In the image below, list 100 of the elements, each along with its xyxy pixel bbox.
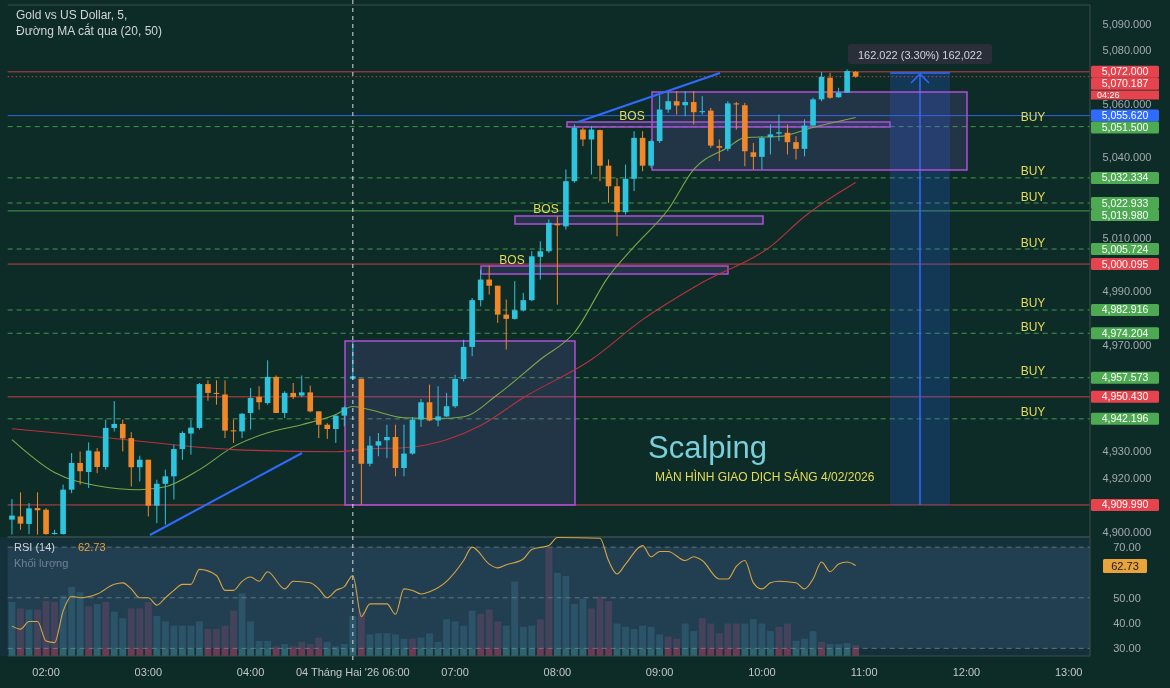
bar (213, 629, 220, 656)
x-tick-label: 07:00 (441, 666, 469, 678)
candlestick (767, 124, 774, 155)
candlestick (256, 385, 262, 411)
y-tick-label: 4,930.000 (1102, 445, 1152, 458)
candlestick (716, 138, 723, 162)
ref-line-label: 5,022.933 (1101, 196, 1149, 209)
bar (178, 625, 186, 656)
x-tick-label: 03:00 (134, 666, 163, 678)
candlestick (793, 135, 799, 161)
bar (247, 621, 254, 656)
bar (392, 634, 399, 656)
bar (605, 600, 612, 656)
candlestick (690, 90, 697, 125)
candlestick (750, 142, 757, 170)
candlestick (384, 424, 390, 459)
chart-title: RSI (14) (14, 541, 55, 553)
candlestick (486, 265, 493, 296)
annotation: Scalping (648, 430, 767, 465)
candlestick (665, 92, 671, 114)
bar (196, 621, 203, 656)
annotation: 62.73 (78, 541, 106, 553)
y-tick-label: 4,900.000 (1102, 525, 1152, 538)
bar (477, 613, 485, 656)
bar (571, 604, 578, 656)
ref-line-label: 5,072.000 (1101, 65, 1149, 78)
text: 62.73 (1111, 560, 1139, 572)
candlestick (699, 95, 706, 116)
candlestick (418, 398, 424, 428)
bar (588, 608, 595, 656)
bar (622, 626, 629, 656)
ref-line-label: 5,055.620 (1101, 109, 1149, 122)
ref-line-label: 4,909.990 (1101, 498, 1149, 511)
y-tick-label: 4,990.000 (1102, 285, 1152, 298)
x-tick-label: 02:00 (32, 666, 60, 678)
candlestick (188, 419, 194, 456)
ref-line-label: 5,005.724 (1101, 242, 1149, 255)
candlestick (9, 498, 15, 536)
bar (102, 602, 110, 656)
bar (767, 631, 774, 656)
candlestick (136, 455, 143, 482)
bar (366, 634, 374, 656)
candlestick (205, 379, 211, 402)
candlestick (332, 414, 339, 444)
candlestick (520, 292, 527, 312)
candlestick (154, 479, 160, 524)
candlestick (367, 435, 373, 467)
ref-line-label: 5,051.500 (1101, 121, 1149, 134)
bar (409, 638, 416, 656)
bar (784, 623, 791, 656)
candlestick (350, 341, 356, 381)
annotation: BOS (533, 202, 559, 216)
candlestick (17, 491, 24, 531)
annotation: MÀN HÌNH GIAO DỊCH SÁNG 4/02/2026 (655, 469, 875, 484)
y-tick-label: 40.00 (1113, 617, 1141, 630)
chart-title: Gold vs US Dollar, 5, (16, 8, 128, 22)
y-tick-label: 5,080.000 (1102, 44, 1152, 57)
candlestick (673, 90, 680, 116)
bar (17, 608, 24, 656)
x-tick-label: 04 Tháng Hai '26 06:00 (295, 666, 410, 678)
candlestick (844, 68, 850, 94)
bar (741, 623, 749, 656)
candlestick (162, 469, 169, 526)
ref-line-label: 4,957.573 (1101, 371, 1149, 384)
ref-line-label: 4,974.204 (1101, 326, 1149, 339)
candlestick (537, 240, 544, 281)
x-tick-label: 13:00 (1054, 666, 1083, 678)
annotation: BUY (1020, 189, 1046, 204)
candlestick (77, 450, 83, 486)
candlestick (503, 299, 510, 351)
candlestick (341, 405, 348, 427)
ref-line-label: 4,982.916 (1101, 303, 1149, 316)
bar (34, 609, 41, 656)
candlestick (307, 385, 314, 413)
candlestick (315, 410, 322, 439)
ref-line-label: 5,019.980 (1101, 208, 1149, 221)
candlestick (298, 375, 305, 398)
annotation: BUY (1020, 296, 1046, 311)
annotation: 162.022 (3.30%) 162,022 (857, 49, 983, 61)
y-tick-label: 5,040.000 (1102, 151, 1152, 164)
bar (357, 611, 365, 656)
bar (51, 602, 58, 656)
candlestick (511, 280, 518, 321)
x-tick-label: 08:00 (543, 666, 572, 678)
ref-line-label: 5,070.187 (1101, 77, 1149, 90)
bar (818, 641, 825, 656)
line-series (11, 536, 857, 644)
x-tick-label: 11:00 (850, 666, 878, 678)
annotation: BUY (1020, 364, 1046, 378)
bar (732, 623, 740, 656)
y-tick-label: 4,970.000 (1102, 338, 1152, 351)
x-tick-label: 12:00 (952, 666, 981, 678)
bar (639, 625, 646, 656)
candlestick (375, 432, 382, 457)
candlestick (827, 72, 833, 100)
candlestick (580, 127, 586, 147)
bar (85, 606, 93, 656)
annotation: BUY (1020, 405, 1046, 419)
annotation: BOS (499, 253, 525, 267)
y-tick-label: 5,060.000 (1102, 97, 1152, 110)
